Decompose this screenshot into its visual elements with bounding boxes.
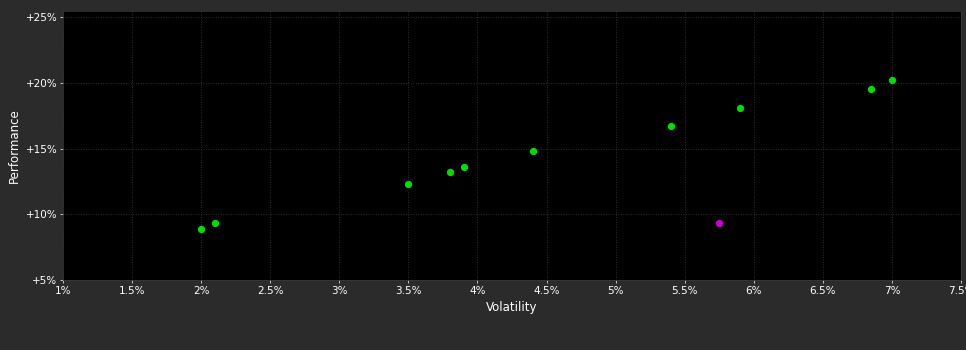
Point <box>664 124 679 129</box>
Point <box>712 220 727 226</box>
X-axis label: Volatility: Volatility <box>486 301 538 314</box>
Y-axis label: Performance: Performance <box>9 108 21 183</box>
Point <box>864 86 879 92</box>
Point <box>525 148 540 154</box>
Point <box>456 164 471 170</box>
Point <box>401 181 416 187</box>
Point <box>732 105 748 111</box>
Point <box>207 220 222 226</box>
Point <box>884 77 899 83</box>
Point <box>442 169 458 175</box>
Point <box>193 226 209 232</box>
